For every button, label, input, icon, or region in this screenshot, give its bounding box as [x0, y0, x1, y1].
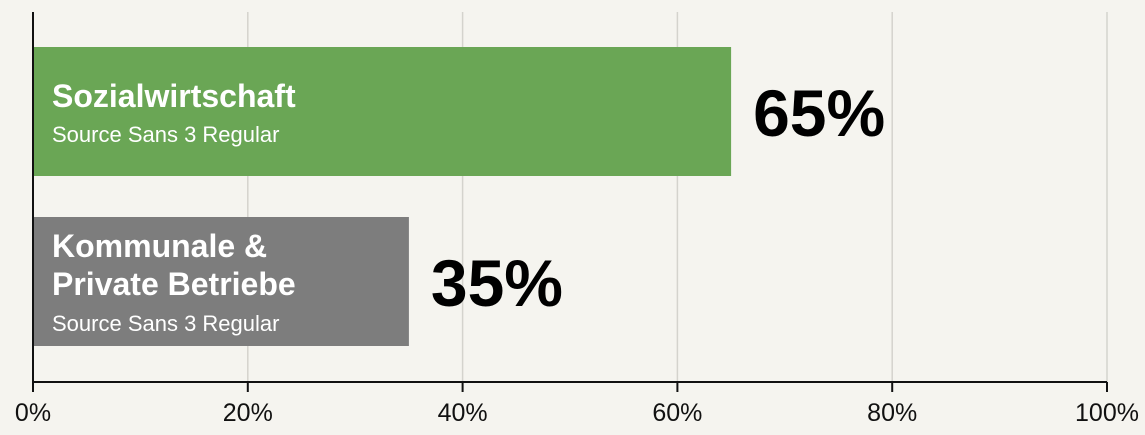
- bar-layer: Sozialwirtschaft Source Sans 3 Regular 65%…: [33, 47, 885, 346]
- data-label: 35%: [431, 246, 563, 320]
- bar-category-label: Kommunale &: [52, 228, 267, 264]
- x-tick-label: 60%: [652, 399, 702, 427]
- x-tick-label: 40%: [438, 399, 488, 427]
- x-tick-label: 0%: [15, 399, 51, 427]
- bar: [33, 217, 409, 346]
- x-axis: 0% 20% 40% 60% 80% 100%: [15, 12, 1139, 427]
- bar-sublabel: Source Sans 3 Regular: [52, 311, 279, 336]
- bar-category-label: Private Betriebe: [52, 266, 296, 302]
- bar-sublabel: Source Sans 3 Regular: [52, 122, 279, 147]
- x-tick-label: 80%: [867, 399, 917, 427]
- x-tick-label: 20%: [223, 399, 273, 427]
- bar: [33, 47, 732, 176]
- data-label: 65%: [753, 76, 885, 150]
- bar-category-label: Sozialwirtschaft: [52, 78, 296, 114]
- x-tick-label: 100%: [1075, 399, 1139, 427]
